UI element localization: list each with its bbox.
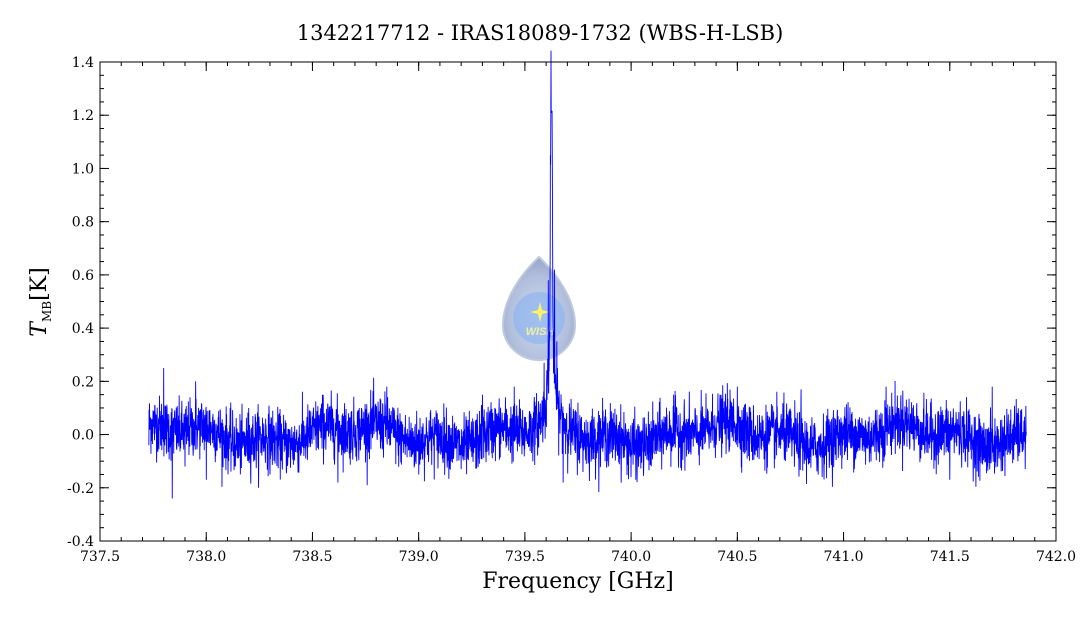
chart-title: 1342217712 - IRAS18089-1732 (WBS-H-LSB) <box>297 21 784 45</box>
x-tick-label: 739.5 <box>505 549 545 565</box>
y-tick-label: -0.2 <box>67 481 94 497</box>
x-tick-label: 738.5 <box>292 549 332 565</box>
spectrum-line <box>148 50 1027 499</box>
y-tick-label: 0.0 <box>72 428 94 444</box>
svg-text:TMB[K]: TMB[K] <box>27 267 54 336</box>
y-tick-labels: -0.4 -0.2 0.0 0.2 0.4 0.6 0.8 1.0 1.2 1.4 <box>67 55 94 550</box>
y-axis-label-sub: MB <box>40 301 54 322</box>
x-tick-label: 739.0 <box>399 549 439 565</box>
axis-ticks <box>99 61 1057 542</box>
y-tick-label: 0.2 <box>72 374 94 390</box>
y-axis-label-unit: [K] <box>27 267 52 301</box>
y-tick-label: 1.0 <box>72 161 94 177</box>
x-tick-label: 741.5 <box>930 549 970 565</box>
x-tick-label: 740.5 <box>717 549 757 565</box>
y-axis-label-main: T <box>27 320 52 337</box>
x-tick-label: 740.0 <box>611 549 651 565</box>
sparkle-icon <box>530 302 550 322</box>
x-tick-label: 737.5 <box>80 549 120 565</box>
y-tick-label: 0.4 <box>72 321 94 337</box>
y-tick-label: 1.4 <box>72 55 94 71</box>
y-tick-label: 0.6 <box>72 268 94 284</box>
wish-logo-text: WISH <box>526 326 556 338</box>
x-tick-label: 738.0 <box>186 549 226 565</box>
y-tick-label: -0.4 <box>67 534 94 550</box>
x-tick-label: 741.0 <box>824 549 864 565</box>
x-axis-label: Frequency [GHz] <box>482 569 674 594</box>
x-tick-labels: 737.5 738.0 738.5 739.0 739.5 740.0 740.5 741.0… <box>80 549 1076 565</box>
y-axis-label: TMB[K] <box>27 267 54 336</box>
y-tick-label: 0.8 <box>72 215 94 231</box>
wish-logo-watermark: WISH <box>501 255 577 362</box>
y-tick-label: 1.2 <box>72 108 94 124</box>
x-tick-label: 742.0 <box>1036 549 1076 565</box>
spectrum-series <box>148 50 1027 499</box>
